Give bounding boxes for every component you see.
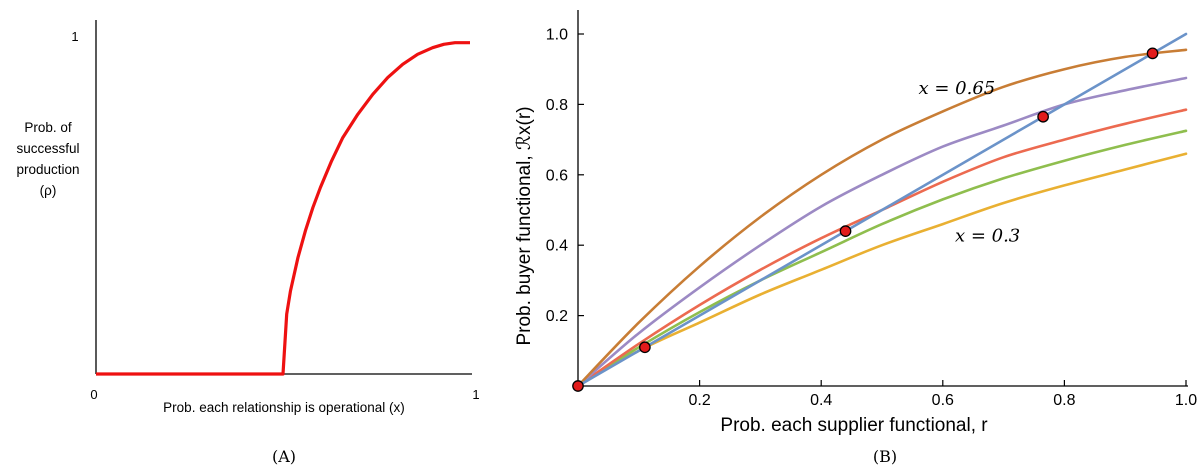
panel-b-y-tick-label: 0.6 [546, 167, 568, 184]
panel-b-x-tick-label: 0.2 [688, 392, 710, 409]
panel-b-series-line [576, 152, 1188, 388]
panel-b-x-tick-label: 0.8 [1053, 392, 1075, 409]
panel-a-caption: (A) [272, 447, 296, 466]
panel-b-series-line [576, 108, 1188, 388]
panel-b-ticks-group: 0.2 0.4 0.6 0.8 1.0 0.2 0.4 0.6 0.8 1.0 [546, 27, 1197, 410]
panel-a-y-tick-label: 1 [71, 29, 78, 44]
panel-b-x-tick-label: 0.4 [810, 392, 832, 409]
panel-b-fixed-point [1037, 110, 1049, 123]
panel-a-y-axis-label-line: successful [16, 141, 79, 156]
panel-a-series-line [96, 41, 470, 376]
panel-a-x-axis-label: Prob. each relationship is operational (… [163, 400, 405, 415]
panel-a-y-axis-label-line: Prob. of [24, 120, 72, 135]
panel-b-y-tick-label: 1.0 [546, 27, 568, 44]
panel-b-x-axis-label: Prob. each supplier functional, r [720, 415, 988, 436]
panel-b-series-line [576, 32, 1188, 388]
panel-b-annotation: x = 0.65 [918, 78, 995, 99]
panel-b-y-tick-label: 0.8 [546, 97, 568, 114]
panel-b-fixed-point [639, 341, 651, 354]
panel-a-series-group [96, 41, 470, 376]
panel-b-series-line [576, 76, 1188, 388]
panel-b-fixed-point [839, 225, 852, 237]
panel-a: 1 0 1 Prob. of successful production (ρ)… [16, 20, 480, 466]
panel-b-annotation: x = 0.3 [955, 226, 1020, 247]
panel-b-caption: (B) [873, 447, 897, 466]
panel-b-series-line [576, 129, 1188, 388]
panel-b-y-tick-label: 0.4 [546, 238, 568, 255]
panel-b-fixed-point [1146, 47, 1159, 60]
panel-a-y-axis-label-line: (ρ) [40, 183, 57, 198]
panel-a-x-tick-label: 1 [472, 387, 479, 402]
panel-b-y-axis-label: Prob. buyer functional, ℛx(r) [514, 106, 535, 345]
panel-b-series-group [576, 32, 1188, 388]
panel-b-series-line [576, 48, 1188, 388]
panel-b-points-group [572, 47, 1159, 392]
panel-b: 0.2 0.4 0.6 0.8 1.0 0.2 0.4 0.6 0.8 1.0 Prob. eac… [514, 10, 1197, 466]
panel-b-y-tick-label: 0.2 [546, 308, 568, 325]
panel-b-x-tick-label: 1.0 [1175, 392, 1197, 409]
panel-b-fixed-point [572, 380, 584, 392]
panel-b-x-tick-label: 0.6 [932, 392, 954, 409]
panel-a-x-tick-label: 0 [90, 387, 97, 402]
panel-a-y-axis-label-line: production [16, 162, 79, 177]
